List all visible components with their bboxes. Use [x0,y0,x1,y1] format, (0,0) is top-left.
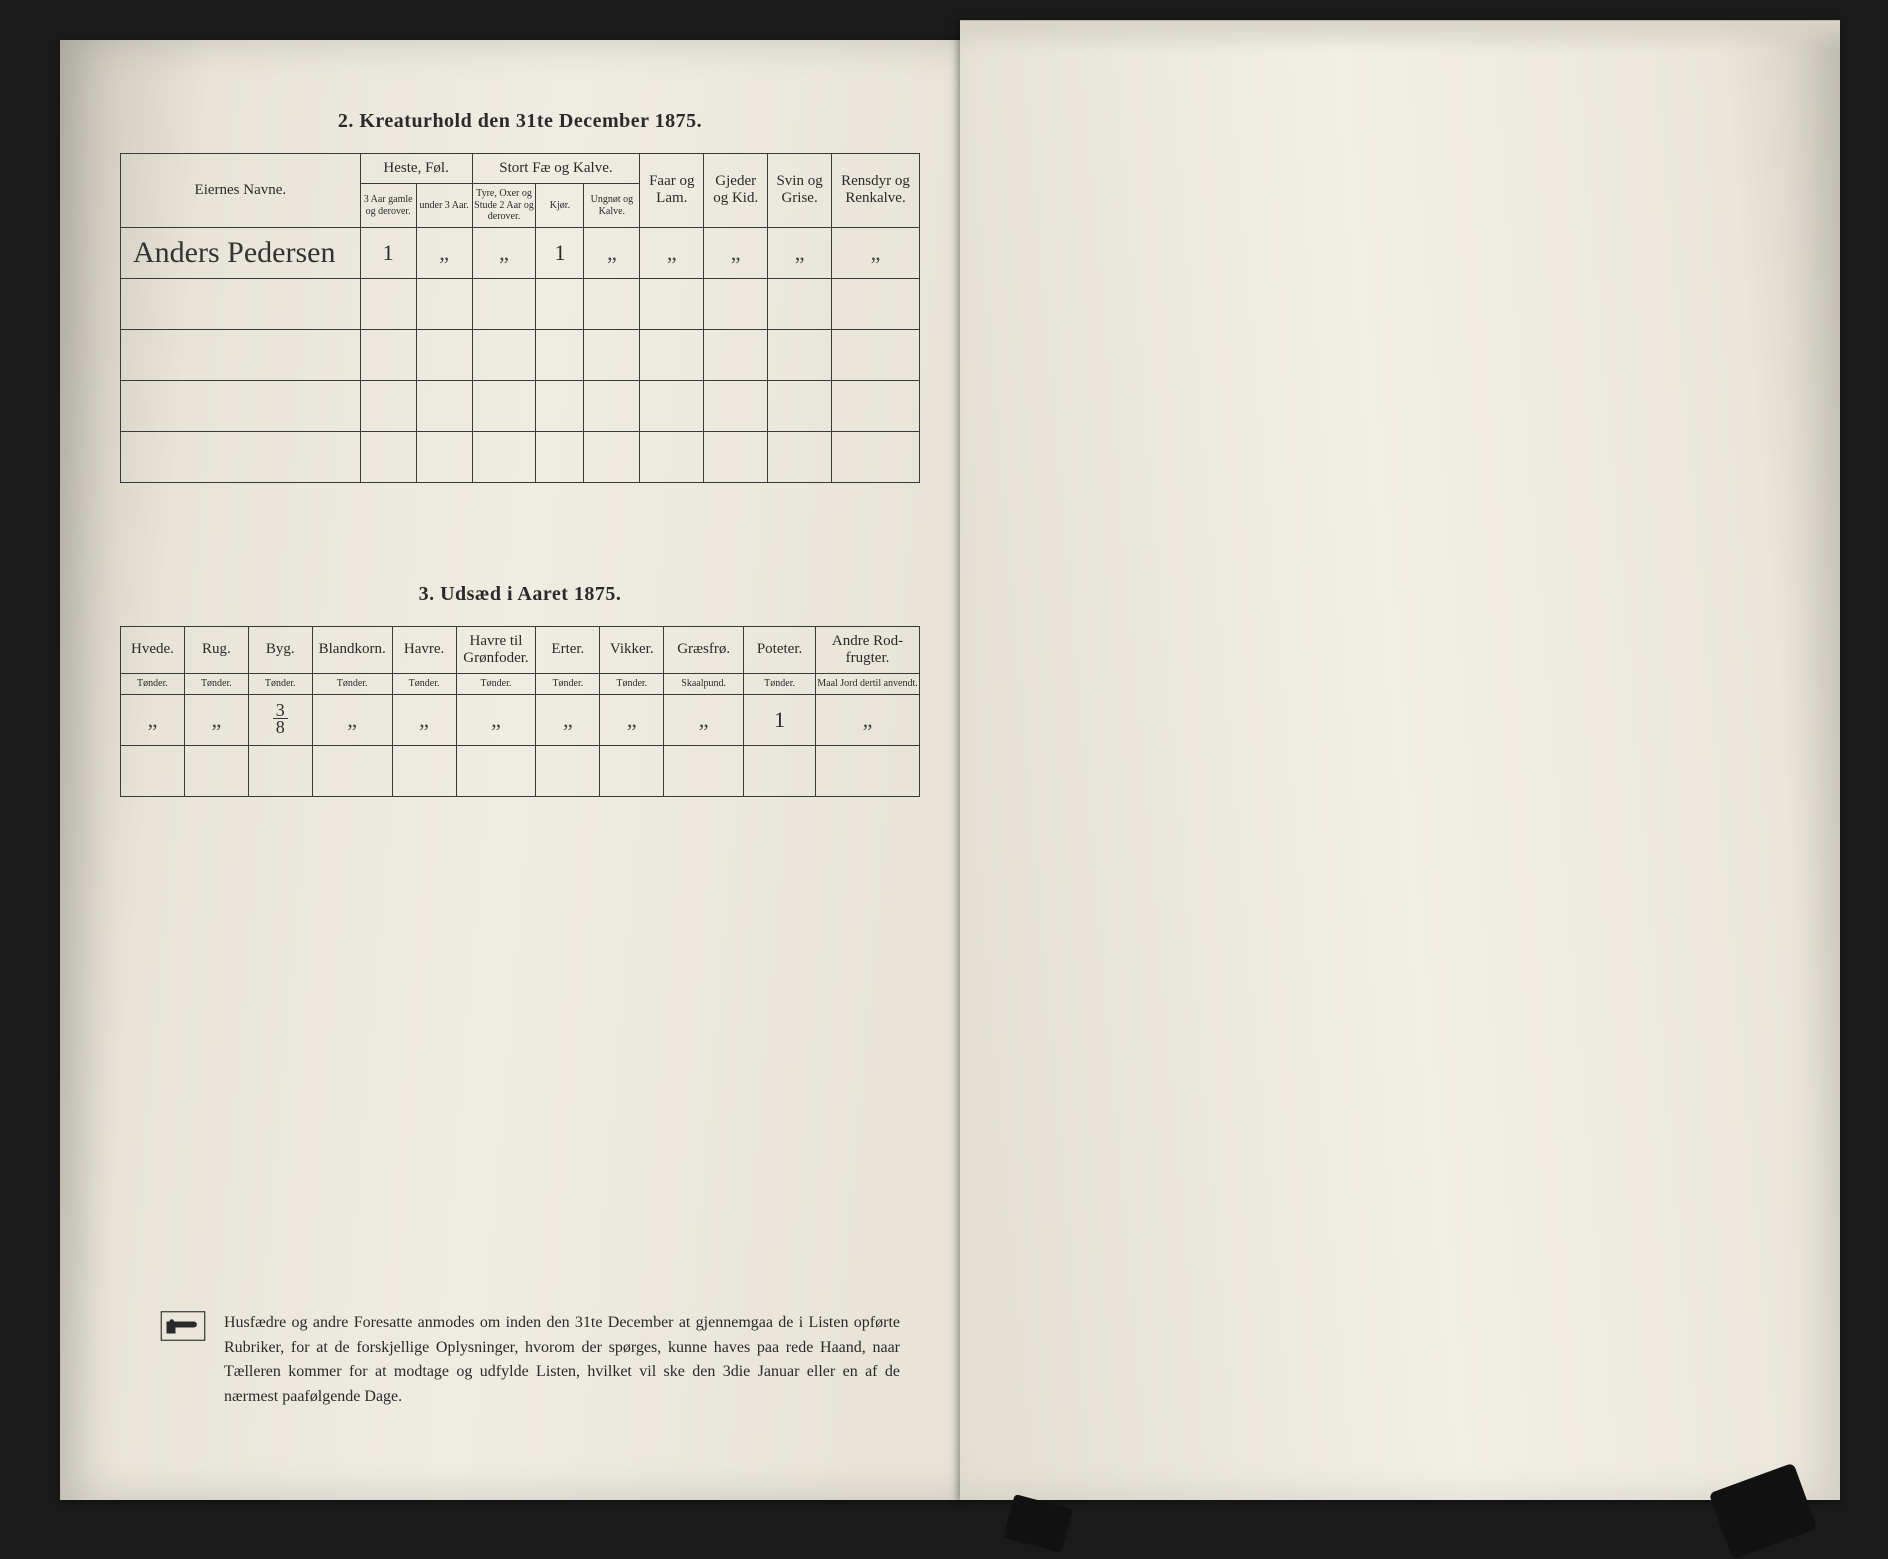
cell-graesfro: „ [664,694,744,745]
unit-hvede: Tønder. [121,674,185,695]
table-row [121,380,920,431]
col-rug: Rug. [184,626,248,674]
cell-havre-gron: „ [456,694,536,745]
cell-heste-b: „ [416,227,472,278]
cell-hvede: „ [121,694,185,745]
unit-blandkorn: Tønder. [312,674,392,695]
cell-gjeder: „ [704,227,768,278]
unit-vikker: Tønder. [600,674,664,695]
col-group-stortfae: Stort Fæ og Kalve. [472,154,640,184]
col-poteter: Poteter. [744,626,816,674]
col-byg: Byg. [248,626,312,674]
cell-fae-c: „ [584,227,640,278]
table-row [121,278,920,329]
unit-erter: Tønder. [536,674,600,695]
unit-poteter: Tønder. [744,674,816,695]
unit-graesfro: Skaalpund. [664,674,744,695]
unit-andre: Maal Jord dertil anvendt. [816,674,920,695]
corner-clip [1003,1494,1073,1553]
col-fae-kjor: Kjør. [536,184,584,228]
footnote-block: Husfædre og andre Foresatte anmodes om i… [160,1311,900,1410]
col-blandkorn: Blandkorn. [312,626,392,674]
cell-faar: „ [640,227,704,278]
cell-svin: „ [768,227,832,278]
cell-rug: „ [184,694,248,745]
livestock-table: Eiernes Navne. Heste, Føl. Stort Fæ og K… [120,153,920,483]
cell-heste-a: 1 [360,227,416,278]
col-andre: Andre Rod-frugter. [816,626,920,674]
cell-rensdyr: „ [832,227,920,278]
cell-poteter: 1 [744,694,816,745]
cell-andre: „ [816,694,920,745]
cell-havre: „ [392,694,456,745]
section-2-title: 2. Kreaturhold den 31te December 1875. [120,110,920,133]
col-faar: Faar og Lam. [640,154,704,228]
col-gjeder: Gjeder og Kid. [704,154,768,228]
col-heste-3aar: 3 Aar gamle og derover. [360,184,416,228]
col-fae-ungnot: Ungnøt og Kalve. [584,184,640,228]
col-graesfro: Græsfrø. [664,626,744,674]
owner-name: Anders Pedersen [121,227,361,278]
table-row: Anders Pedersen 1 „ „ 1 „ „ „ „ „ [121,227,920,278]
left-page: 2. Kreaturhold den 31te December 1875. E… [60,40,960,1500]
col-group-heste: Heste, Føl. [360,154,472,184]
col-heste-under3: under 3 Aar. [416,184,472,228]
col-vikker: Vikker. [600,626,664,674]
table-row [121,745,920,796]
table-row: „ „ 38 „ „ „ „ „ „ 1 „ [121,694,920,745]
table-row [121,431,920,482]
col-erter: Erter. [536,626,600,674]
cell-blandkorn: „ [312,694,392,745]
right-page-blank [960,20,1840,1500]
col-rensdyr: Rensdyr og Renkalve. [832,154,920,228]
unit-havre-gron: Tønder. [456,674,536,695]
byg-denom: 8 [273,719,288,735]
cell-byg: 38 [248,694,312,745]
footnote-text: Husfædre og andre Foresatte anmodes om i… [224,1311,900,1410]
table-row [121,329,920,380]
col-owner-name: Eiernes Navne. [121,154,361,228]
col-hvede: Hvede. [121,626,185,674]
unit-byg: Tønder. [248,674,312,695]
cell-erter: „ [536,694,600,745]
sowing-table: Hvede. Rug. Byg. Blandkorn. Havre. Havre… [120,626,920,797]
pointing-hand-icon [160,1311,206,1341]
book-spread: 2. Kreaturhold den 31te December 1875. E… [0,0,1888,1536]
col-svin: Svin og Grise. [768,154,832,228]
cell-fae-b: 1 [536,227,584,278]
cell-fae-a: „ [472,227,536,278]
unit-havre: Tønder. [392,674,456,695]
col-havre: Havre. [392,626,456,674]
cell-vikker: „ [600,694,664,745]
unit-rug: Tønder. [184,674,248,695]
section-3-title: 3. Udsæd i Aaret 1875. [120,583,920,606]
col-fae-tyre: Tyre, Oxer og Stude 2 Aar og derover. [472,184,536,228]
col-havre-gron: Havre til Grønfoder. [456,626,536,674]
